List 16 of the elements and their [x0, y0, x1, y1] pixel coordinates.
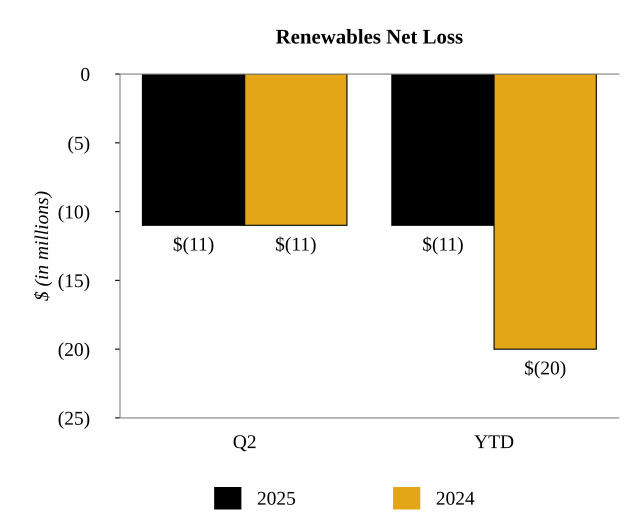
y-tick-label: (25): [58, 411, 90, 429]
y-tick-label: (10): [58, 204, 90, 222]
data-label: $(20): [524, 360, 566, 378]
legend-label: 2025: [258, 492, 296, 505]
y-axis-title: $ (in millions): [34, 191, 52, 301]
y-tick-label: 0: [81, 68, 90, 81]
y-tick-label: (15): [58, 274, 90, 292]
chart-title: Renewables Net Loss: [276, 29, 463, 44]
y-tick-label: (5): [68, 136, 90, 154]
data-label: $(11): [276, 236, 316, 255]
data-label: $(11): [174, 236, 214, 255]
data-label: $(11): [423, 236, 463, 255]
x-tick-label: Q2: [234, 435, 256, 452]
legend-label: 2024: [436, 492, 474, 505]
x-tick-label: YTD: [474, 435, 514, 448]
y-tick-label: (20): [58, 342, 90, 360]
